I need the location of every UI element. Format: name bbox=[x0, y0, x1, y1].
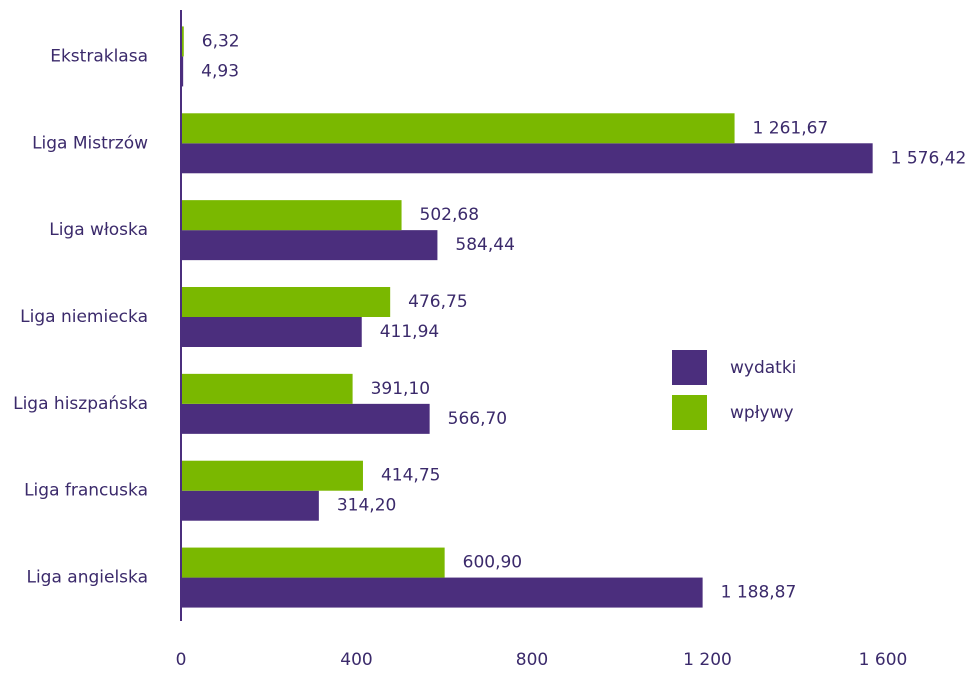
bar bbox=[181, 317, 362, 347]
x-tick-label: 1 200 bbox=[683, 650, 732, 669]
value-label: 411,94 bbox=[380, 322, 439, 342]
y-tick-label: Liga niemiecka bbox=[20, 307, 148, 327]
bar bbox=[181, 490, 319, 521]
value-label: 566,70 bbox=[448, 409, 507, 429]
bar bbox=[181, 230, 438, 261]
value-label: 414,75 bbox=[381, 466, 440, 486]
legend-swatch bbox=[672, 350, 707, 385]
value-label: 1 188,87 bbox=[721, 583, 797, 603]
value-label: 584,44 bbox=[455, 235, 514, 255]
bar bbox=[181, 113, 735, 144]
bar bbox=[181, 56, 184, 87]
value-label: 502,68 bbox=[420, 205, 479, 225]
legend-label: wydatki bbox=[730, 358, 796, 378]
y-tick-label: Liga francuska bbox=[24, 481, 148, 501]
bar bbox=[181, 287, 391, 317]
value-label: 4,93 bbox=[201, 61, 239, 81]
x-tick-label: 1 600 bbox=[859, 650, 908, 669]
value-label: 6,32 bbox=[202, 31, 240, 51]
value-label: 1 576,42 bbox=[891, 148, 967, 168]
bar bbox=[181, 403, 430, 434]
x-tick-label: 400 bbox=[340, 650, 372, 669]
bar bbox=[181, 547, 445, 578]
value-label: 476,75 bbox=[408, 292, 467, 312]
y-tick-label: Liga Mistrzów bbox=[32, 133, 148, 153]
y-tick-label: Liga włoska bbox=[49, 220, 148, 240]
y-tick-label: Liga hiszpańska bbox=[13, 394, 148, 414]
value-label: 600,90 bbox=[463, 553, 522, 573]
legend-label: wpływy bbox=[730, 403, 794, 423]
x-tick-label: 800 bbox=[516, 650, 548, 669]
bar bbox=[181, 373, 353, 404]
y-tick-label: Liga angielska bbox=[26, 568, 148, 588]
x-tick-label: 0 bbox=[176, 650, 187, 669]
bar bbox=[181, 577, 703, 608]
value-label: 314,20 bbox=[337, 496, 396, 516]
bar bbox=[181, 143, 873, 174]
bar bbox=[181, 200, 402, 231]
bar bbox=[181, 460, 363, 491]
y-tick-label: Ekstraklasa bbox=[50, 46, 148, 66]
bar bbox=[181, 26, 184, 57]
value-label: 391,10 bbox=[371, 379, 430, 399]
legend-swatch bbox=[672, 395, 707, 430]
value-label: 1 261,67 bbox=[753, 118, 829, 138]
